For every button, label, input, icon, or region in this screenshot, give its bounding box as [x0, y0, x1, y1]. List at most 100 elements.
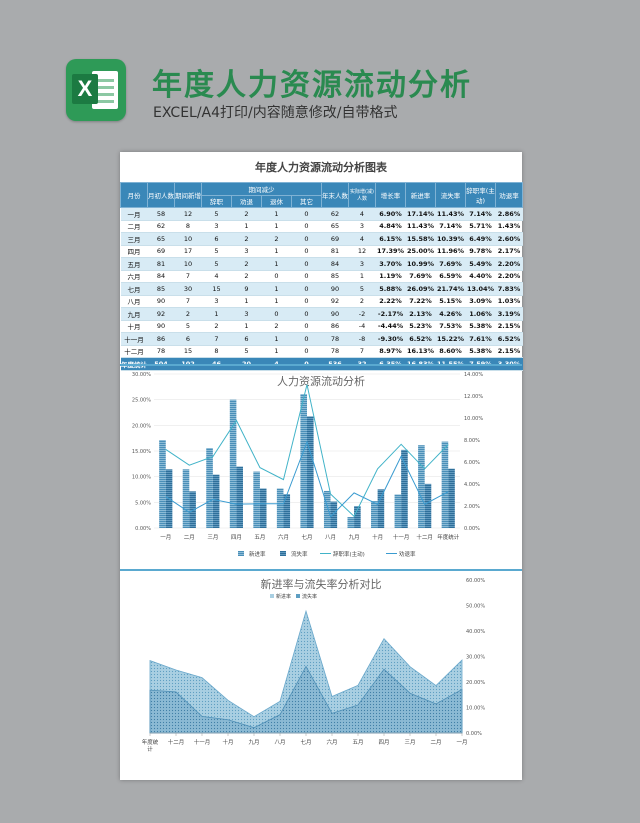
table-cell: 81	[147, 257, 175, 271]
legend-label: 流失率	[291, 550, 308, 558]
table-cell: 17.39%	[375, 245, 406, 258]
y-tick-label: 50.00%	[466, 604, 485, 610]
bar-new-rate	[206, 448, 213, 528]
table-cell: 5	[174, 320, 202, 333]
chart-title: 人力资源流动分析	[277, 374, 365, 388]
table-cell: 85	[321, 270, 349, 283]
x-tick-label: 三月	[207, 534, 218, 541]
y-tick-label: 40.00%	[466, 629, 485, 635]
x-tick-label: 十月	[222, 738, 233, 746]
line-resign-rate	[165, 384, 449, 518]
y-tick-label: 0.00%	[135, 526, 151, 532]
x-tick-label: 一月	[456, 739, 467, 746]
table-cell: 11.43%	[435, 207, 466, 221]
table-cell: 2.20%	[495, 270, 523, 283]
table-cell: 536	[321, 357, 349, 371]
table-cell: 十月	[120, 320, 148, 333]
table-total-row: 年度统计504102462040536326.35%16.83%11.55%7.…	[120, 357, 523, 371]
table-cell: 3.70%	[375, 257, 406, 271]
bar-loss-rate	[283, 494, 291, 528]
header-other: 其它	[291, 194, 322, 208]
table-cell: 一月	[120, 207, 148, 221]
y-tick-label: 20.00%	[466, 680, 485, 686]
x-tick-label: 九月	[248, 738, 259, 746]
table-cell: -9.30%	[375, 332, 406, 346]
data-table: 月份 月初人数 期间新增 期间减少 年末人数 实际增(减)人数 增长率 新进率 …	[120, 182, 523, 371]
table-cell: 7	[348, 345, 376, 358]
area-loss-rate	[149, 665, 463, 734]
table-cell: -8	[348, 332, 376, 346]
table-cell: 3.30%	[495, 357, 523, 371]
table-cell: 90	[147, 320, 175, 333]
bar-new-rate	[371, 501, 378, 528]
legend-label: 新进率	[276, 593, 291, 600]
x-tick-label: 四月	[378, 739, 389, 746]
table-row: 一月 58 12 5 2 1 0 62 4 6.90% 17.14% 11.43% 7.14% 2.86%	[120, 207, 523, 221]
table-cell: 15	[201, 282, 232, 296]
flow-analysis-chart: 人力资源流动分析 0.00% 5.00% 10.00% 15.00% 20.00% 25.0…	[132, 372, 483, 558]
table-row: 二月 62 8 3 1 1 0 65 3 4.84% 11.43% 7.14% 5.71% 1.43%	[120, 220, 523, 233]
header-end: 年末人数	[321, 182, 349, 208]
bar-new-rate	[229, 399, 237, 528]
table-cell: 1	[261, 345, 292, 358]
table-cell: 15.22%	[435, 332, 466, 346]
chart-title: 新进率与流失率分析对比	[261, 577, 382, 591]
table-cell: 3.09%	[465, 295, 496, 308]
header-decrease: 期间减少	[201, 182, 322, 196]
table-cell: 3	[348, 220, 376, 233]
table-cell: 2	[231, 207, 262, 221]
table-cell: 1	[261, 245, 292, 258]
table-cell: 1	[261, 332, 292, 346]
table-cell: 1.43%	[495, 220, 523, 233]
table-cell: 六月	[120, 270, 148, 283]
legend-label: 流失率	[302, 593, 317, 600]
table-cell: 78	[321, 345, 349, 358]
table-cell: 2.13%	[405, 307, 436, 321]
y-tick-label: 5.00%	[135, 500, 151, 506]
table-cell: 2	[231, 257, 262, 271]
y-tick-label: 10.00%	[132, 475, 151, 481]
header-month: 月份	[120, 182, 148, 208]
table-cell: 4	[201, 270, 232, 283]
table-cell: 5.88%	[375, 282, 406, 296]
table-cell: 6.35%	[375, 357, 406, 371]
table-cell: 1	[261, 207, 292, 221]
table-cell: 2	[174, 307, 202, 321]
table-cell: 7	[174, 295, 202, 308]
table-cell: 90	[147, 295, 175, 308]
table-cell: 1	[348, 270, 376, 283]
table-cell: 92	[321, 295, 349, 308]
table-cell: 6.90%	[375, 207, 406, 221]
table-cell: 15.58%	[405, 232, 436, 246]
table-row: 七月 85 30 15 9 1 0 90 5 5.88% 26.09% 21.74% 13.04% 7.8…	[120, 282, 523, 296]
table-cell: 2.15%	[495, 320, 523, 333]
table-cell: 62	[321, 207, 349, 221]
x-tick-label: 十月	[372, 533, 383, 541]
bar-new-rate	[182, 469, 190, 528]
table-cell: 92	[147, 307, 175, 321]
bar-new-rate	[441, 441, 449, 528]
table-cell: 13.04%	[465, 282, 496, 296]
table-cell: 6.52%	[405, 332, 436, 346]
table-cell: 46	[201, 357, 232, 371]
bar-loss-rate	[377, 489, 385, 528]
table-row: 九月 92 2 1 3 0 0 90 -2 -2.17% 2.13% 4.26% 1.06% 3.19%	[120, 307, 523, 321]
legend-swatch	[270, 594, 274, 598]
header-resign: 辞职	[201, 194, 232, 208]
y-tick-label: 10.00%	[466, 706, 485, 712]
table-cell: 69	[147, 245, 175, 258]
table-cell: 1	[261, 295, 292, 308]
table-cell: 90	[321, 307, 349, 321]
table-cell: 1	[261, 220, 292, 233]
table-cell: 84	[321, 257, 349, 271]
table-cell: 4	[348, 207, 376, 221]
table-cell: 2	[231, 232, 262, 246]
x-tick-label: 年度统	[142, 738, 159, 746]
table-cell: 5.49%	[465, 257, 496, 271]
table-cell: 1	[231, 320, 262, 333]
y-tick-label: 15.00%	[132, 449, 151, 455]
bar-new-rate	[253, 471, 260, 528]
bar-new-rate	[276, 488, 284, 528]
table-cell: 0	[261, 307, 292, 321]
